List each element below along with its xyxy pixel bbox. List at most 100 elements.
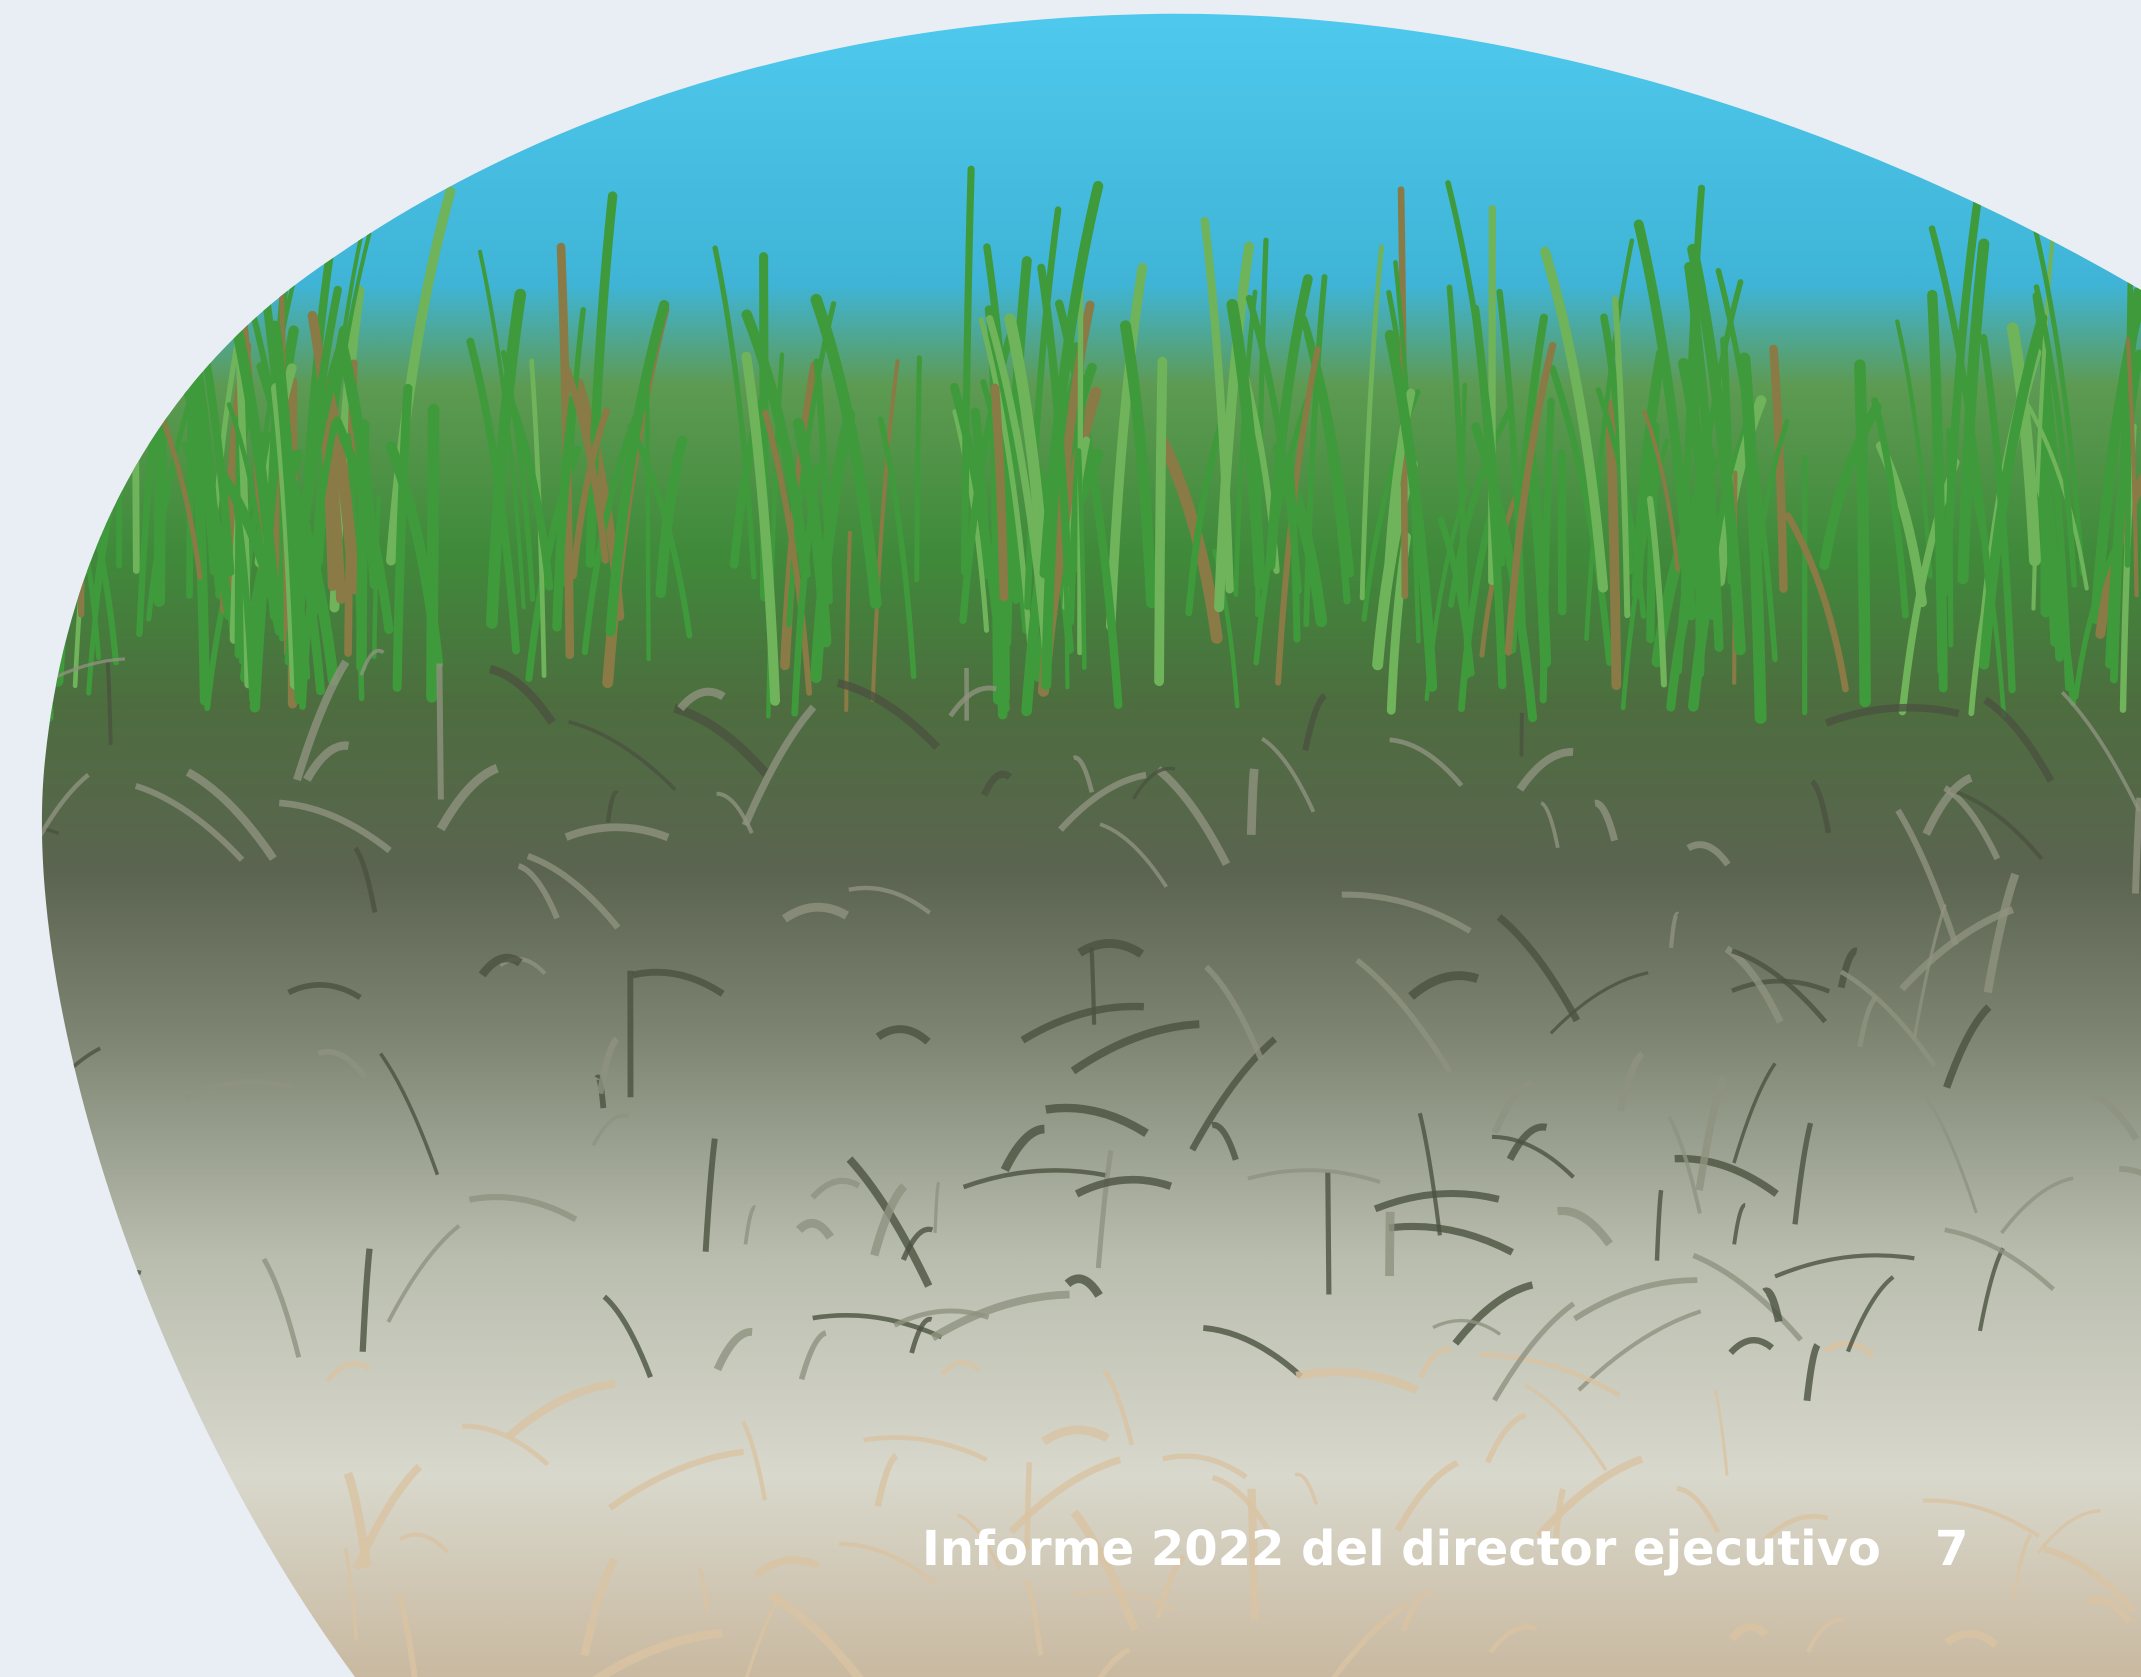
root-strand	[632, 968, 725, 997]
root-strand	[1155, 766, 1231, 867]
root-strand	[1211, 1122, 1239, 1161]
root-strand	[1519, 712, 1524, 757]
root-strand	[716, 791, 754, 834]
root-strand	[1260, 736, 1316, 813]
root-strand	[1552, 1487, 1567, 1547]
root-strand	[596, 1036, 620, 1095]
grass-blade	[585, 191, 618, 568]
root-strand	[261, 1257, 302, 1358]
root-strand	[1983, 872, 2020, 994]
grass-blade	[1687, 243, 1746, 656]
root-strand	[2000, 1176, 2074, 1235]
root-strand	[396, 1594, 419, 1677]
root-strand	[741, 704, 817, 827]
grass-blade	[41, 309, 61, 624]
root-strand	[105, 662, 113, 745]
root-strand	[1418, 1347, 1453, 1379]
grass-blade	[1226, 298, 1266, 590]
grass-blade	[41, 398, 54, 723]
root-strand	[506, 1379, 616, 1439]
root-strand	[488, 665, 556, 725]
root-strand	[1189, 1036, 1277, 1152]
root-strand	[1686, 841, 1731, 867]
root-strand	[875, 1025, 931, 1045]
root-strand	[1846, 1275, 1895, 1353]
root-strand	[325, 1361, 371, 1383]
root-strand	[379, 1052, 440, 1176]
grass-blade	[2125, 337, 2139, 598]
root-strand	[1668, 911, 1680, 949]
root-strand	[1695, 1075, 1727, 1191]
grass-blade	[332, 416, 394, 635]
root-strand	[1479, 1352, 1621, 1398]
grass-blade	[1548, 364, 1613, 666]
root-strand	[287, 982, 362, 1000]
root-strand	[1246, 768, 1259, 835]
grass-blade	[762, 409, 813, 696]
grass-blade	[1957, 238, 1990, 585]
grass-blade	[218, 471, 285, 636]
root-strand	[1839, 969, 1937, 1068]
grass-blade	[949, 382, 1010, 713]
root-strand	[1373, 1190, 1500, 1213]
root-strand	[1806, 1617, 1844, 1653]
grass-blade	[1540, 246, 1609, 593]
grass-blade	[1784, 512, 1849, 693]
grass-blade	[116, 157, 124, 569]
grass-blade	[1119, 320, 1158, 609]
grass-blade	[321, 382, 360, 595]
grass-blade	[655, 435, 688, 599]
grass-blade	[1715, 267, 1778, 663]
root-strand	[781, 902, 850, 923]
root-strand	[478, 953, 523, 978]
root-strand	[1943, 1004, 1992, 1089]
root-strand	[1408, 971, 1480, 1000]
root-strand	[1452, 1281, 1534, 1346]
root-strand	[1341, 891, 1472, 934]
grass-blade	[1200, 216, 1234, 594]
root-strand	[1492, 1301, 1576, 1402]
grass-blade	[41, 366, 43, 641]
root-strand	[1313, 1601, 1410, 1677]
grass-blade	[1458, 507, 1496, 713]
root-strand	[1810, 779, 1832, 834]
grass-blade	[1895, 319, 1933, 579]
grass-blade	[269, 320, 306, 705]
root-strand	[1774, 1253, 1915, 1279]
root-strand	[1949, 788, 2044, 861]
grass-blade	[1854, 359, 1871, 708]
grass-blade	[627, 422, 693, 639]
root-strand	[810, 1177, 861, 1200]
root-strand	[1762, 1287, 1783, 1323]
root-strand	[1549, 971, 1649, 1035]
root-strand	[436, 663, 444, 800]
root-strand	[1101, 1368, 1135, 1446]
root-strand	[353, 1463, 423, 1571]
grass-blade	[315, 232, 372, 591]
grass-blade	[1105, 262, 1148, 631]
root-strand	[981, 770, 1013, 797]
grass-blade	[1041, 440, 1063, 691]
grass-blade	[2035, 416, 2064, 662]
root-strand	[900, 1226, 934, 1261]
root-strand	[359, 648, 385, 676]
root-strand	[303, 741, 350, 782]
grass-blade	[552, 395, 579, 632]
grass-blade	[2027, 206, 2085, 576]
sediment	[41, 648, 2141, 1677]
root-strand	[1008, 1456, 1122, 1535]
root-strand	[940, 1360, 981, 1376]
root-strand	[1074, 1175, 1173, 1198]
root-strand	[1924, 1095, 1978, 1214]
root-strand	[1728, 1622, 1769, 1642]
root-strand	[1732, 1203, 1746, 1245]
grass-blade	[153, 316, 169, 607]
root-strand	[702, 1138, 718, 1252]
grass-blade	[1612, 295, 1631, 619]
root-strand	[1058, 771, 1147, 832]
grass-blade	[1720, 336, 1735, 585]
root-strand	[41, 826, 60, 846]
root-strand	[1676, 1486, 1721, 1534]
root-strand	[2043, 1546, 2136, 1613]
root-strand	[185, 768, 277, 861]
